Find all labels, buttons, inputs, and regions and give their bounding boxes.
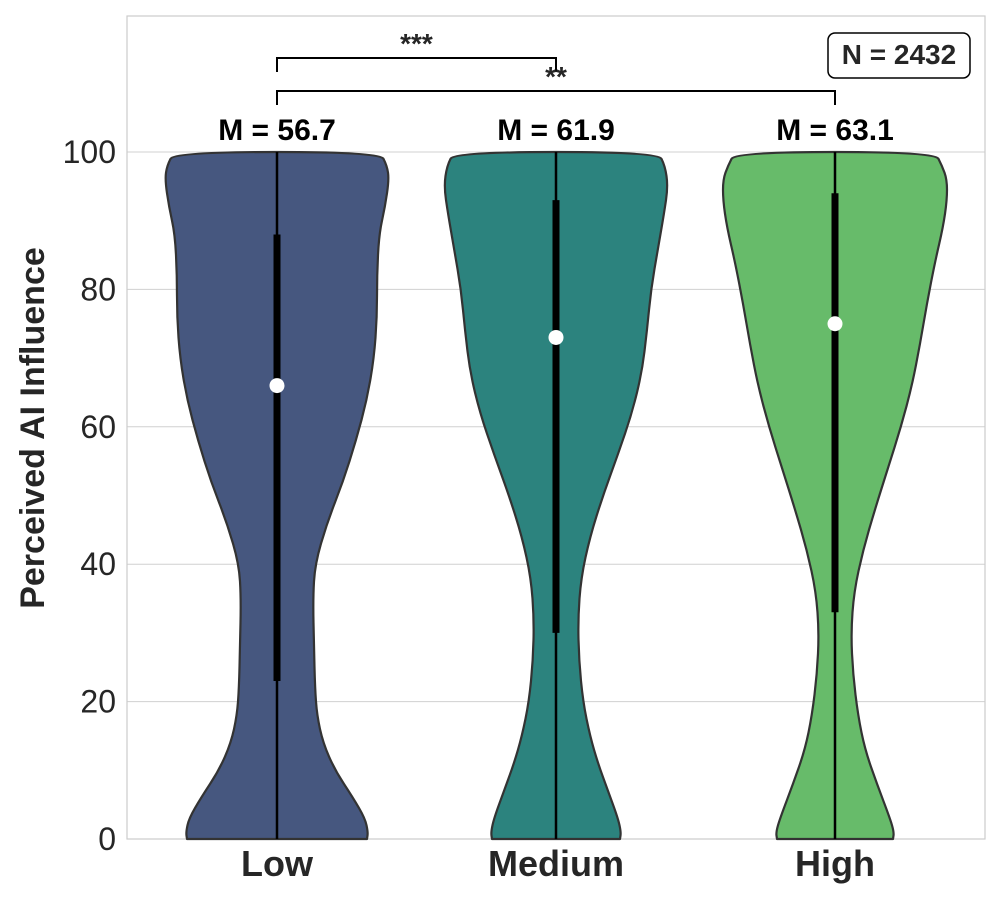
significance-label: ** [545, 61, 567, 92]
x-tick-label-medium: Medium [488, 843, 624, 884]
y-tick-label: 80 [80, 271, 116, 307]
median-point-low [269, 378, 285, 394]
mean-label: M = 63.1 [776, 114, 894, 147]
median-point-high [827, 316, 843, 332]
significance-bracket [276, 90, 836, 105]
mean-labels: M = 56.7 M = 61.9 M = 63.1 [218, 114, 894, 147]
y-tick-label: 40 [80, 546, 116, 582]
sample-size-frame [827, 32, 971, 79]
sample-size-label: N = 2432 [842, 39, 956, 70]
significance-label: *** [400, 28, 433, 59]
significance-bracket [276, 57, 557, 72]
y-tick-label: 60 [80, 409, 116, 445]
y-tick-label: 100 [63, 134, 116, 170]
y-tick-labels: 0 20 40 60 80 100 [63, 134, 116, 857]
x-tick-labels: Low Medium High [241, 843, 875, 884]
y-axis-title: Perceived AI Influence [14, 247, 52, 609]
median-point-medium [548, 329, 564, 345]
significance-brackets: ***** [276, 28, 836, 105]
y-tick-label: 20 [80, 684, 116, 720]
mean-label: M = 56.7 [218, 114, 336, 147]
x-tick-label-high: High [795, 843, 875, 884]
x-tick-label-low: Low [241, 843, 314, 884]
violins [164, 150, 949, 841]
y-tick-label: 0 [98, 821, 116, 857]
sample-size-box: N = 2432 [827, 32, 971, 79]
mean-label: M = 61.9 [497, 114, 615, 147]
